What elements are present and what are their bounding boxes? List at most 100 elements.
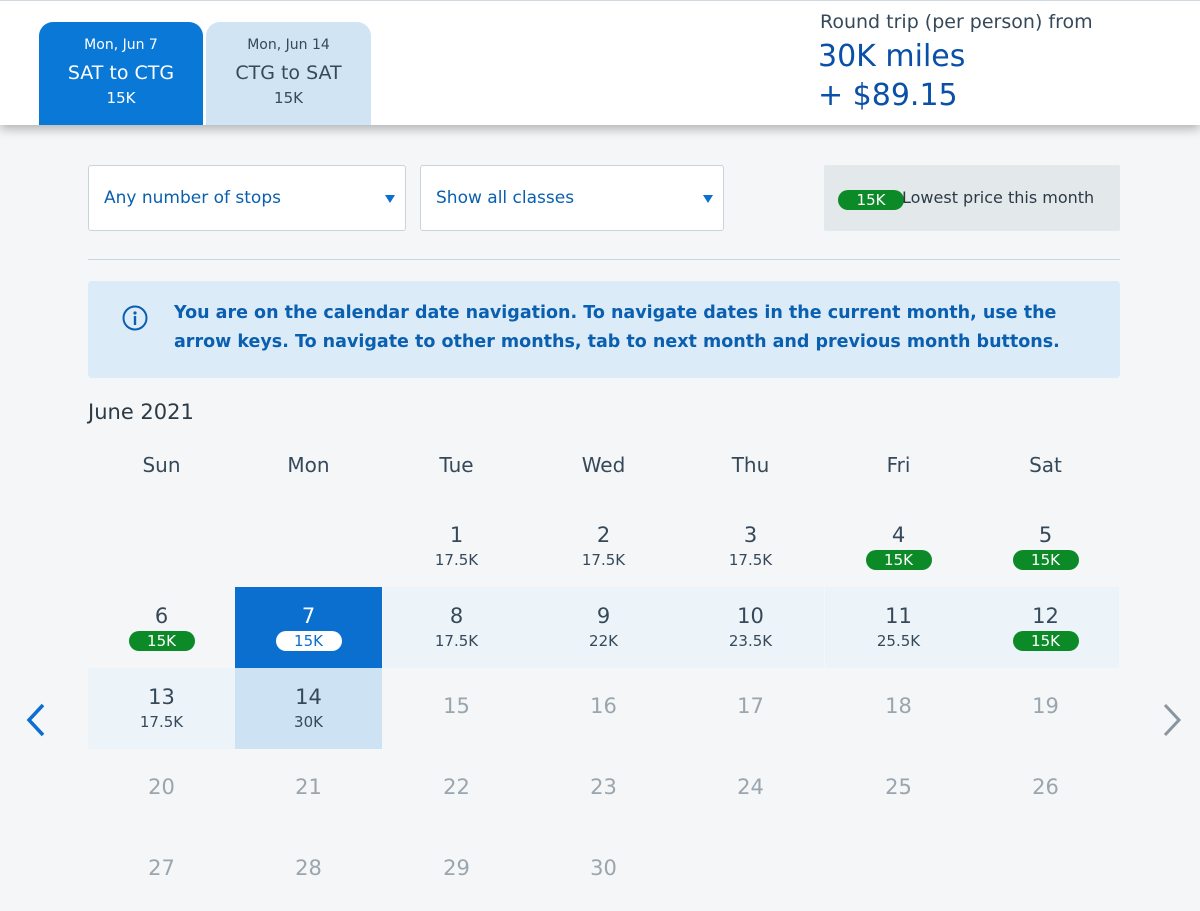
calendar-day[interactable]: 13 17.5K (88, 668, 235, 749)
lowest-price-badge: 15K (1012, 631, 1079, 651)
weekday-label: Mon (287, 453, 330, 477)
calendar-day-number: 25 (885, 775, 912, 799)
calendar-day-number: 5 (1038, 523, 1053, 547)
calendar-day: 30 (530, 830, 677, 911)
caret-down-icon (703, 195, 713, 203)
price-miles: 30K miles (818, 39, 966, 74)
calendar-day[interactable]: 6 15K (88, 587, 235, 668)
calendar-day-number: 28 (295, 856, 322, 880)
price-label: Round trip (per person) from (820, 11, 1093, 33)
calendar-day: 28 (235, 830, 382, 911)
month-label: June 2021 (88, 400, 194, 424)
classes-select-value: Show all classes (436, 188, 575, 208)
calendar-day-price: 17.5K (139, 713, 184, 731)
tab-outbound-route: SAT to CTG (67, 62, 175, 84)
calendar-day-number: 17 (737, 694, 764, 718)
calendar-day-number: 26 (1032, 775, 1059, 799)
calendar-day[interactable]: 7 15K (235, 587, 382, 668)
lowest-price-badge: 15K (275, 631, 342, 651)
calendar-day[interactable]: 2 17.5K (530, 506, 677, 587)
weekday-label: Thu (731, 453, 770, 477)
calendar-day-number: 2 (596, 523, 611, 547)
trip-header: Mon, Jun 7 SAT to CTG 15K Mon, Jun 14 CT… (0, 0, 1200, 125)
calendar-day-number: 8 (449, 604, 464, 628)
lowest-price-text: Lowest price this month (902, 188, 1095, 207)
divider (88, 259, 1120, 260)
tab-return-route: CTG to SAT (235, 62, 342, 84)
weekday-label: Tue (439, 453, 474, 477)
calendar-day: 20 (88, 749, 235, 830)
calendar-day[interactable]: 10 23.5K (677, 587, 824, 668)
calendar-day: 21 (235, 749, 382, 830)
tab-outbound-date: Mon, Jun 7 (84, 37, 158, 53)
lowest-price-badge: 15K (838, 190, 904, 210)
calendar-day[interactable]: 12 15K (972, 587, 1119, 668)
calendar-day-number: 18 (885, 694, 912, 718)
lowest-price-legend: 15K Lowest price this month (824, 165, 1120, 231)
tab-outbound[interactable]: Mon, Jun 7 SAT to CTG 15K (39, 22, 203, 125)
lowest-price-badge: 15K (128, 631, 195, 651)
calendar-day-number: 10 (737, 604, 764, 628)
calendar-day-number: 9 (596, 604, 611, 628)
stops-select[interactable]: Any number of stops (88, 165, 406, 231)
calendar-day-number: 22 (443, 775, 470, 799)
calendar-day-price: 17.5K (434, 551, 479, 569)
calendar-day: 24 (677, 749, 824, 830)
calendar-day[interactable]: 8 17.5K (383, 587, 530, 668)
calendar-day[interactable]: 11 25.5K (825, 587, 972, 668)
calendar-day-price: 17.5K (728, 551, 773, 569)
calendar-day-number: 23 (590, 775, 617, 799)
calendar-day[interactable]: 9 22K (530, 587, 677, 668)
calendar-day-number: 24 (737, 775, 764, 799)
tab-outbound-miles: 15K (106, 89, 136, 107)
calendar-day: 18 (825, 668, 972, 749)
calendar-day-price: 25.5K (876, 632, 921, 650)
calendar-day: 27 (88, 830, 235, 911)
calendar-day-price: 17.5K (581, 551, 626, 569)
tab-return-miles: 15K (274, 89, 303, 107)
calendar-day-number: 11 (885, 604, 912, 628)
calendar-day[interactable]: 4 15K (825, 506, 972, 587)
calendar-day-number: 3 (743, 523, 758, 547)
calendar-day: 22 (383, 749, 530, 830)
price-fee: + $89.15 (818, 78, 958, 113)
tab-return[interactable]: Mon, Jun 14 CTG to SAT 15K (206, 22, 371, 125)
weekday-label: Wed (581, 453, 626, 477)
calendar-day: 26 (972, 749, 1119, 830)
calendar-day-number: 29 (443, 856, 470, 880)
calendar-day: 17 (677, 668, 824, 749)
calendar-day-number: 12 (1032, 604, 1059, 628)
calendar-day: 15 (383, 668, 530, 749)
calendar-day-number: 19 (1032, 694, 1059, 718)
chevron-left-icon[interactable] (22, 702, 52, 738)
lowest-price-badge: 15K (865, 550, 932, 570)
calendar-day-number: 6 (154, 604, 169, 628)
tab-return-date: Mon, Jun 14 (247, 37, 330, 53)
calendar-day-number: 21 (295, 775, 322, 799)
calendar-day-number: 16 (590, 694, 617, 718)
chevron-right-icon[interactable] (1156, 702, 1186, 738)
classes-select[interactable]: Show all classes (420, 165, 724, 231)
weekday-label: Fri (886, 453, 911, 477)
info-banner-message: You are on the calendar date navigation.… (174, 303, 1060, 352)
calendar-day-number: 13 (148, 685, 175, 709)
calendar-day[interactable]: 5 15K (972, 506, 1119, 587)
calendar-day: 23 (530, 749, 677, 830)
info-icon (122, 305, 148, 331)
calendar-day-price: 22K (589, 632, 618, 650)
calendar-day-number: 7 (301, 604, 316, 628)
calendar-day-number: 14 (295, 685, 322, 709)
calendar-day-number: 30 (590, 856, 617, 880)
calendar-day-number: 20 (148, 775, 175, 799)
calendar-day-number: 15 (443, 694, 470, 718)
calendar-day-price: 30K (294, 713, 323, 731)
info-banner: You are on the calendar date navigation.… (88, 281, 1120, 378)
calendar-day[interactable]: 14 30K (235, 668, 382, 749)
calendar-day: 29 (383, 830, 530, 911)
calendar-day-number: 27 (148, 856, 175, 880)
calendar-day-number: 4 (891, 523, 906, 547)
calendar-day[interactable]: 1 17.5K (383, 506, 530, 587)
calendar-day[interactable]: 3 17.5K (677, 506, 824, 587)
calendar-day-number: 1 (449, 523, 464, 547)
weekday-label: Sun (142, 453, 181, 477)
